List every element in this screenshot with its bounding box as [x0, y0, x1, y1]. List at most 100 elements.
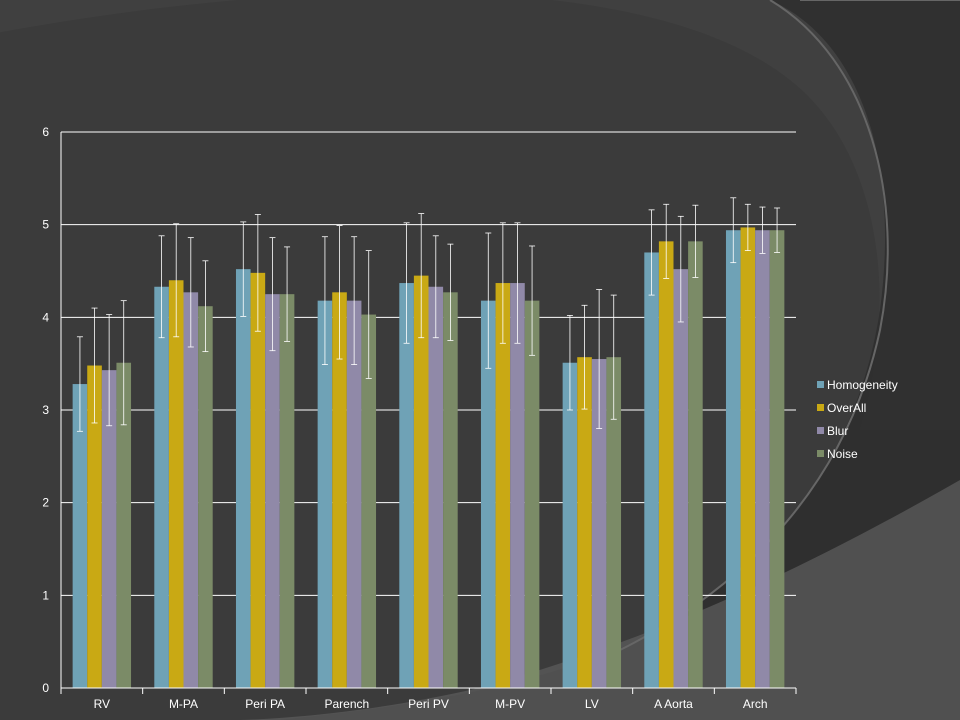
bar-noise-rv: [116, 362, 132, 688]
bar-blur-parench: [346, 300, 362, 688]
bar-overall-parench: [332, 292, 347, 688]
y-tick-label: 2: [42, 496, 49, 510]
bar-overall-arch: [740, 227, 756, 689]
bar-homogeneity-m-pa: [154, 286, 169, 688]
error-bar: [581, 304, 588, 410]
legend-swatch: [817, 381, 824, 388]
x-tick-label: Peri PA: [245, 697, 285, 711]
axes: 0 1 2 3 4 5 6 RV M-PA Peri PA Parench Peri PV M-PV LV…: [42, 125, 797, 711]
bar-noise-m-pv: [524, 300, 540, 688]
error-bar: [447, 243, 454, 341]
y-tick-label: 6: [42, 125, 49, 139]
error-bar: [91, 307, 98, 424]
error-bar: [351, 236, 358, 365]
bar-blur-peri-pa: [265, 294, 280, 688]
bar-overall-peri-pv: [413, 275, 429, 688]
error-bar: [254, 214, 261, 332]
x-tick-label: Parench: [324, 697, 369, 711]
bar-homogeneity-parench: [317, 300, 333, 688]
error-bar: [677, 215, 684, 323]
legend-label: Blur: [827, 424, 848, 438]
x-tick-label: M-PV: [495, 697, 525, 711]
error-bar: [610, 294, 617, 420]
error-bar: [774, 207, 781, 253]
bars: [72, 227, 785, 689]
x-tick-label: LV: [585, 697, 599, 711]
error-bar: [240, 221, 247, 317]
bar-homogeneity-arch: [725, 230, 741, 688]
error-bar: [529, 245, 536, 356]
error-bar: [106, 314, 113, 427]
error-bar: [202, 260, 209, 353]
x-tick-label: M-PA: [169, 697, 198, 711]
error-bar: [418, 213, 425, 339]
bar-noise-peri-pa: [279, 294, 295, 688]
y-tick-label: 0: [42, 681, 49, 695]
bar-overall-m-pv: [495, 283, 511, 688]
bar-overall-peri-pa: [250, 272, 266, 688]
bar-overall-lv: [577, 357, 592, 688]
y-tick-label: 5: [42, 218, 49, 232]
error-bar: [158, 235, 165, 339]
legend-swatch: [817, 404, 824, 411]
bar-overall-m-pa: [168, 280, 184, 688]
bar-noise-parench: [361, 314, 377, 688]
bar-homogeneity-lv: [562, 362, 578, 688]
bar-noise-m-pa: [198, 306, 213, 688]
y-tick-label: 1: [42, 588, 49, 602]
error-bar: [187, 237, 194, 348]
bar-blur-peri-pv: [428, 286, 444, 688]
error-bar: [284, 246, 291, 342]
x-tick-label: Arch: [743, 697, 768, 711]
error-bar: [485, 232, 492, 369]
bar-overall-a-aorta: [658, 241, 674, 688]
bar-noise-peri-pv: [443, 292, 458, 688]
error-bar: [336, 225, 343, 360]
x-tick-label: RV: [94, 697, 110, 711]
legend: Homogeneity OverAll Blur Noise: [817, 378, 898, 461]
error-bar: [173, 223, 180, 338]
legend-swatch: [817, 450, 824, 457]
bar-blur-m-pv: [510, 283, 525, 688]
error-bar: [76, 336, 83, 432]
error-bar: [692, 204, 699, 278]
bar-blur-lv: [591, 359, 607, 688]
bar-homogeneity-peri-pv: [399, 283, 414, 688]
y-tick-label: 3: [42, 403, 49, 417]
error-bar: [321, 236, 328, 365]
error-bar: [403, 222, 410, 344]
error-bar: [566, 315, 573, 411]
bar-homogeneity-peri-pa: [235, 269, 251, 688]
error-bar: [648, 209, 655, 296]
error-bar: [432, 235, 439, 339]
error-bar: [759, 206, 766, 254]
x-tick-label: A Aorta: [654, 697, 693, 711]
bar-blur-a-aorta: [673, 269, 689, 688]
legend-label: OverAll: [827, 401, 866, 415]
bar-homogeneity-rv: [72, 384, 88, 688]
error-bar: [663, 203, 670, 279]
y-tick-label: 4: [42, 310, 49, 324]
bar-homogeneity-a-aorta: [644, 252, 659, 688]
legend-label: Homogeneity: [827, 378, 898, 392]
error-bar: [744, 203, 751, 252]
bar-blur-m-pa: [183, 292, 199, 688]
legend-label: Noise: [827, 447, 858, 461]
bar-noise-lv: [606, 357, 622, 688]
bar-blur-arch: [755, 230, 770, 688]
error-bar: [730, 197, 737, 264]
x-tick-label: Peri PV: [408, 697, 449, 711]
bar-homogeneity-m-pv: [480, 300, 496, 688]
error-bar: [269, 237, 276, 352]
error-bar: [365, 250, 372, 379]
bar-noise-a-aorta: [688, 241, 703, 688]
error-bar: [120, 300, 127, 426]
bar-overall-rv: [87, 365, 102, 688]
legend-swatch: [817, 427, 824, 434]
bar-blur-rv: [101, 370, 117, 688]
bar-noise-arch: [769, 230, 785, 688]
error-bar: [499, 222, 506, 344]
error-bars: [76, 197, 781, 432]
